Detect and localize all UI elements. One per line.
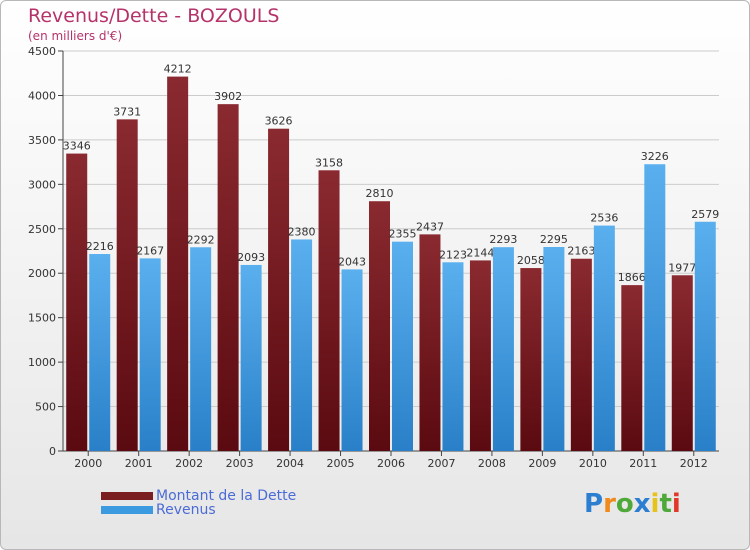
bar-dette bbox=[369, 201, 390, 451]
data-label-dette: 1866 bbox=[618, 271, 646, 284]
legend-item-revenus: Revenus bbox=[101, 501, 216, 518]
data-label-revenus: 2123 bbox=[439, 248, 467, 261]
logo-letter: o bbox=[615, 489, 634, 519]
bar-revenus bbox=[442, 262, 464, 451]
data-label-dette: 4212 bbox=[164, 63, 192, 76]
y-tick-label: 4500 bbox=[28, 45, 56, 58]
bar-revenus bbox=[89, 254, 111, 451]
data-label-dette: 3902 bbox=[214, 90, 242, 103]
data-label-revenus: 3226 bbox=[641, 150, 669, 163]
bar-revenus bbox=[694, 221, 716, 451]
bar-revenus bbox=[341, 269, 363, 451]
chart-title: Revenus/Dette - BOZOULS bbox=[28, 5, 280, 27]
y-tick-label: 2500 bbox=[28, 223, 56, 236]
logo-letter: t bbox=[659, 489, 672, 519]
data-label-revenus: 2292 bbox=[187, 233, 215, 246]
bar-dette bbox=[469, 260, 491, 451]
data-label-dette: 2058 bbox=[517, 254, 545, 267]
data-label-dette: 3346 bbox=[63, 140, 91, 153]
data-label-dette: 1977 bbox=[668, 261, 696, 274]
legend-swatch-revenus bbox=[101, 505, 153, 514]
logo-letter: i bbox=[650, 489, 660, 519]
x-tick-label: 2007 bbox=[427, 457, 455, 470]
bar-dette bbox=[268, 128, 290, 451]
data-label-revenus: 2167 bbox=[136, 244, 164, 257]
y-tick-label: 1000 bbox=[28, 356, 56, 369]
data-label-dette: 3158 bbox=[315, 156, 343, 169]
bar-revenus bbox=[392, 241, 413, 451]
data-label-revenus: 2043 bbox=[338, 255, 366, 268]
data-label-dette: 2144 bbox=[466, 246, 494, 259]
x-tick-label: 2010 bbox=[579, 457, 607, 470]
bar-dette bbox=[419, 234, 441, 451]
data-label-revenus: 2355 bbox=[389, 228, 417, 241]
chart-subtitle: (en milliers d'€) bbox=[28, 29, 123, 43]
proxiti-logo: Proxiti bbox=[584, 489, 681, 519]
bar-revenus bbox=[543, 247, 565, 451]
bar-revenus bbox=[644, 164, 666, 451]
bar-revenus bbox=[190, 247, 212, 451]
bar-dette bbox=[621, 285, 643, 451]
y-tick-label: 4000 bbox=[28, 89, 56, 102]
data-label-revenus: 2536 bbox=[590, 212, 618, 225]
bar-dette bbox=[671, 275, 693, 451]
legend-label-dette: Montant de la Dette bbox=[156, 487, 297, 504]
bar-dette bbox=[116, 119, 138, 451]
logo-letter: x bbox=[633, 489, 651, 519]
x-tick-label: 2004 bbox=[276, 457, 304, 470]
bar-dette bbox=[217, 104, 239, 452]
bar-dette bbox=[167, 76, 189, 451]
data-label-revenus: 2579 bbox=[691, 208, 719, 221]
y-tick-label: 500 bbox=[35, 401, 56, 414]
x-tick-label: 2002 bbox=[175, 457, 203, 470]
data-label-dette: 3626 bbox=[265, 115, 293, 128]
logo-letter: r bbox=[603, 489, 616, 519]
data-label-dette: 2810 bbox=[366, 187, 394, 200]
data-label-revenus: 2093 bbox=[237, 251, 265, 264]
y-tick-label: 0 bbox=[49, 445, 56, 458]
data-label-revenus: 2293 bbox=[489, 233, 517, 246]
y-tick-label: 1500 bbox=[28, 312, 56, 325]
bar-revenus bbox=[240, 264, 262, 451]
bar-dette bbox=[520, 268, 542, 451]
legend-item-dette: Montant de la Dette bbox=[101, 487, 297, 504]
x-tick-label: 2000 bbox=[74, 457, 102, 470]
data-label-dette: 2163 bbox=[567, 245, 595, 258]
bar-dette bbox=[66, 153, 88, 452]
x-tick-label: 2009 bbox=[528, 457, 556, 470]
data-label-revenus: 2380 bbox=[288, 225, 316, 238]
data-label-revenus: 2216 bbox=[86, 240, 114, 253]
logo-letter: P bbox=[584, 489, 604, 519]
x-tick-label: 2012 bbox=[680, 457, 708, 470]
data-label-dette: 2437 bbox=[416, 220, 444, 233]
x-tick-label: 2003 bbox=[226, 457, 254, 470]
bar-revenus bbox=[139, 258, 161, 451]
data-label-revenus: 2295 bbox=[540, 233, 568, 246]
x-tick-label: 2011 bbox=[629, 457, 657, 470]
bar-revenus bbox=[492, 247, 514, 451]
x-tick-label: 2005 bbox=[327, 457, 355, 470]
bar-dette bbox=[570, 258, 592, 451]
x-tick-label: 2006 bbox=[377, 457, 405, 470]
bar-revenus bbox=[593, 225, 615, 451]
y-tick-label: 3500 bbox=[28, 134, 56, 147]
data-label-dette: 3731 bbox=[113, 105, 141, 118]
bar-revenus bbox=[291, 239, 313, 451]
y-tick-label: 2000 bbox=[28, 267, 56, 280]
bar-dette bbox=[318, 170, 340, 452]
logo-letter: i bbox=[671, 489, 681, 519]
x-tick-label: 2001 bbox=[125, 457, 153, 470]
legend-label-revenus: Revenus bbox=[156, 501, 216, 518]
y-tick-label: 3000 bbox=[28, 178, 56, 191]
legend-swatch-dette bbox=[101, 491, 153, 500]
x-tick-label: 2008 bbox=[478, 457, 506, 470]
